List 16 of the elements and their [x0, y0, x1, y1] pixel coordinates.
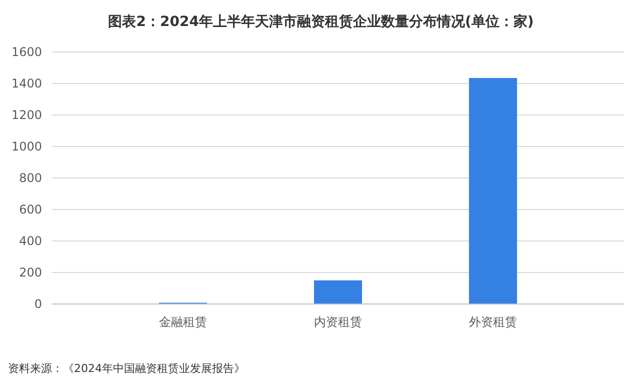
bar — [314, 280, 362, 304]
x-tick-label: 内资租赁 — [314, 315, 362, 329]
text: 资料来源：《2024年中国融资租赁业发展报告》 — [8, 362, 245, 375]
chart-title: 图表2：2024年上半年天津市融资租赁企业数量分布情况(单位：家) — [108, 13, 534, 30]
x-tick-label: 外资租赁 — [469, 315, 518, 329]
y-tick-label: 1000 — [11, 140, 42, 154]
y-tick-label: 200 — [19, 266, 42, 280]
y-tick-label: 1200 — [11, 108, 42, 122]
y-tick-label: 800 — [19, 171, 42, 186]
y-tick-label: 400 — [19, 234, 42, 248]
bar — [468, 78, 518, 304]
y-tick-label: 1400 — [11, 76, 42, 91]
y-tick-label: 0 — [34, 297, 42, 312]
y-tick-label: 1600 — [11, 45, 42, 60]
x-tick-label: 金融租赁 — [158, 315, 207, 329]
y-tick-label: 600 — [19, 202, 42, 217]
